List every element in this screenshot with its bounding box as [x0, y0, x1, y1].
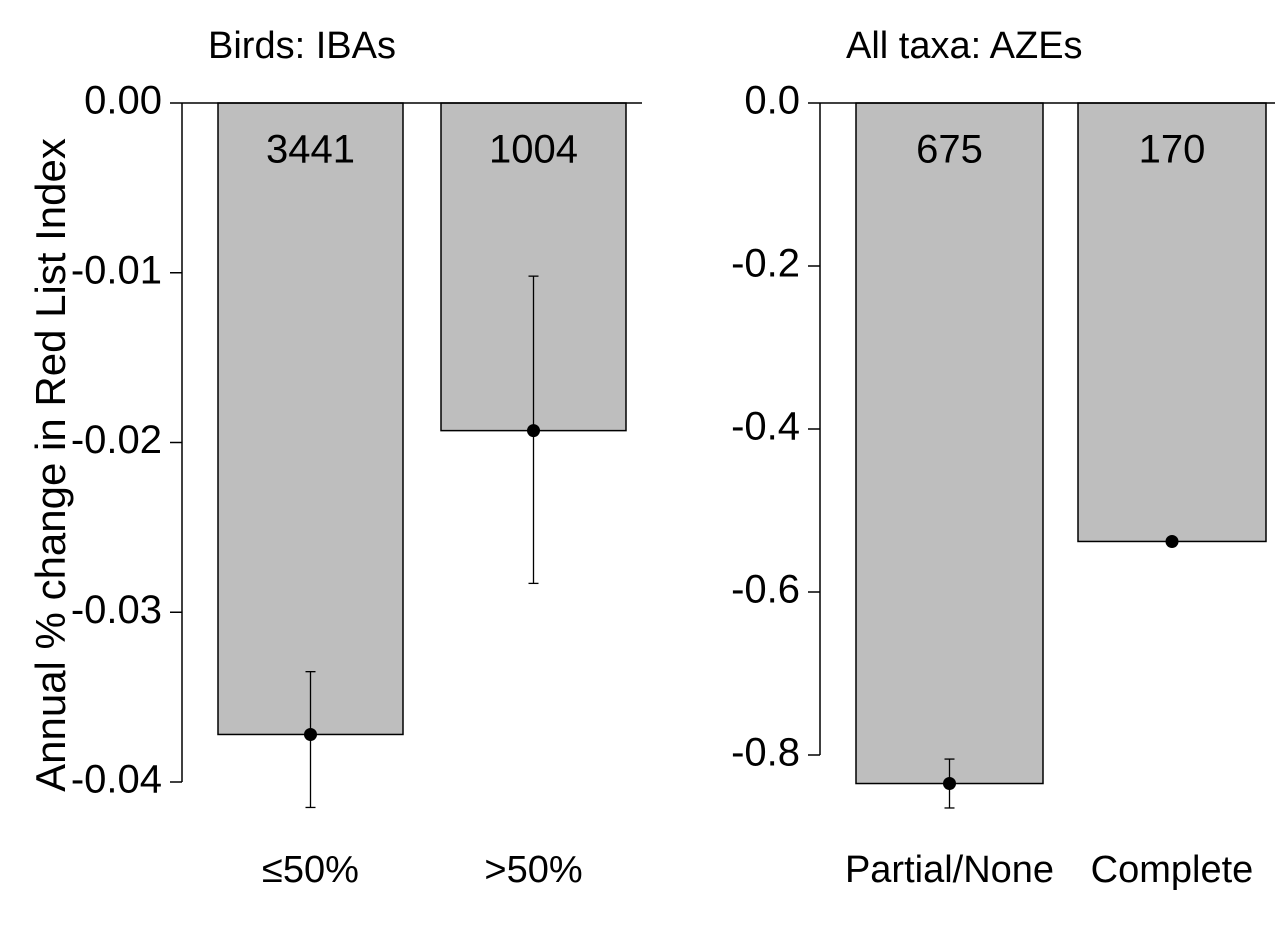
bar [217, 102, 404, 736]
mean-point [943, 777, 956, 791]
bar-count-label: 170 [1139, 128, 1206, 172]
y-tick: 0.0 [744, 79, 820, 123]
bar-count-label: 3441 [266, 128, 355, 172]
panel-all-taxa-azes: All taxa: AZEs 0.0 -0.2 -0.4 -0.6 -0.8 675 Part… [731, 25, 1275, 891]
y-tick-label: -0.2 [731, 242, 800, 286]
x-category-label: ≤50% [262, 849, 359, 891]
y-tick: -0.8 [731, 731, 820, 775]
y-tick: -0.02 [71, 418, 182, 462]
x-category-label: >50% [484, 849, 582, 891]
y-tick-label: -0.02 [71, 418, 162, 462]
y-tick-label: -0.8 [731, 731, 800, 775]
bar-count-label: 675 [916, 128, 983, 172]
y-tick: -0.2 [731, 242, 820, 286]
bar-count-label: 1004 [489, 128, 578, 172]
bar [855, 102, 1044, 785]
y-tick: -0.4 [731, 405, 820, 449]
mean-point [527, 424, 540, 438]
x-category-label: Complete [1091, 849, 1254, 891]
y-axis-label: Annual % change in Red List Index [27, 138, 74, 792]
panel-birds-ibas: Birds: IBAs 0.00 -0.01 -0.02 -0.03 -0.04 3441 ≤… [71, 25, 642, 891]
y-tick: -0.03 [71, 588, 182, 632]
y-tick-label: -0.04 [71, 758, 162, 802]
y-tick-label: -0.03 [71, 588, 162, 632]
y-tick: 0.00 [84, 79, 182, 123]
y-tick: -0.04 [71, 758, 182, 802]
panel-title: All taxa: AZEs [846, 25, 1083, 67]
panel-title: Birds: IBAs [208, 25, 396, 67]
y-tick-label: -0.6 [731, 568, 800, 612]
mean-point [1165, 534, 1179, 548]
y-tick-label: -0.01 [71, 248, 162, 292]
mean-point [304, 727, 317, 741]
y-tick: -0.01 [71, 248, 182, 292]
y-tick-label: 0.00 [84, 79, 162, 123]
y-tick-label: 0.0 [744, 79, 800, 123]
y-tick-label: -0.4 [731, 405, 800, 449]
x-category-label: Partial/None [845, 849, 1054, 891]
y-tick: -0.6 [731, 568, 820, 612]
